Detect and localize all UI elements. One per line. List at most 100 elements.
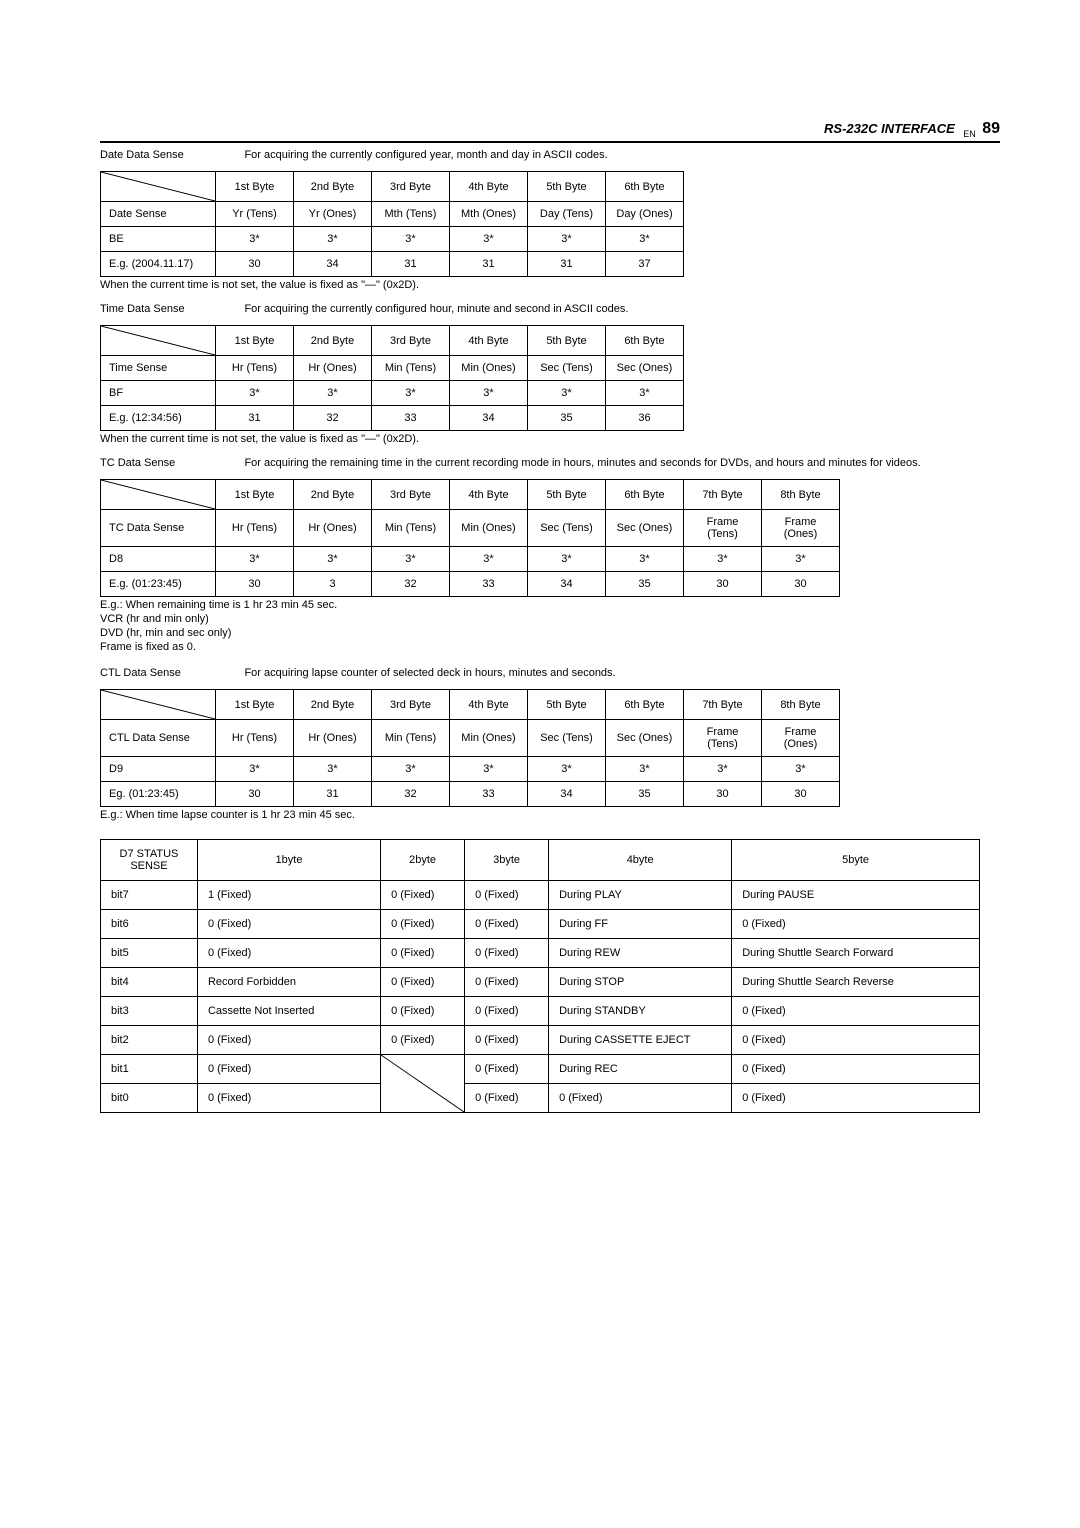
table-header: 3rd Byte: [372, 172, 450, 202]
table-header: 2nd Byte: [294, 480, 372, 510]
table-cell: 0 (Fixed): [197, 939, 380, 968]
table-cell: 30: [216, 572, 294, 597]
table-header: 5th Byte: [528, 690, 606, 720]
table-row: bit10 (Fixed)0 (Fixed)During REC0 (Fixed…: [101, 1055, 980, 1084]
note-tc-1: E.g.: When remaining time is 1 hr 23 min…: [100, 599, 1000, 611]
table-cell: During STOP: [549, 968, 732, 997]
table-cell: Yr (Ones): [294, 202, 372, 227]
table-cell: 31: [450, 252, 528, 277]
header-page: 89: [982, 120, 1000, 137]
table-cell: 0 (Fixed): [732, 997, 980, 1026]
header-en: EN: [963, 129, 976, 139]
table-cell: 3*: [684, 547, 762, 572]
table-row: Eg. (01:23:45)3031323334353030: [101, 782, 840, 807]
table-cell: 3*: [684, 757, 762, 782]
table-cell: bit3: [101, 997, 198, 1026]
table-header: 4th Byte: [450, 326, 528, 356]
table-cell: 30: [762, 572, 840, 597]
table-cell: BF: [101, 381, 216, 406]
table-row: bit4Record Forbidden0 (Fixed)0 (Fixed)Du…: [101, 968, 980, 997]
table-row: BE3*3*3*3*3*3*: [101, 227, 684, 252]
table-cell: 33: [372, 406, 450, 431]
table-cell: TC Data Sense: [101, 510, 216, 547]
table-header: 8th Byte: [762, 480, 840, 510]
table-cell: 3: [294, 572, 372, 597]
header-title: RS-232C INTERFACE: [824, 121, 955, 136]
table-cell: 3*: [372, 381, 450, 406]
table-cell: Frame (Tens): [684, 720, 762, 757]
table-cell: 3*: [606, 227, 684, 252]
table-header: 6th Byte: [606, 480, 684, 510]
table-cell: 0 (Fixed): [465, 1084, 549, 1113]
table-row: BF3*3*3*3*3*3*: [101, 381, 684, 406]
table-row: bit3Cassette Not Inserted0 (Fixed)0 (Fix…: [101, 997, 980, 1026]
table-cell: 0 (Fixed): [381, 1026, 465, 1055]
table-cell: 0 (Fixed): [549, 1084, 732, 1113]
table-cell: 3*: [294, 757, 372, 782]
section-time: Time Data Sense For acquiring the curren…: [100, 303, 1000, 321]
table-cell: 3*: [528, 381, 606, 406]
table-cell: During Shuttle Search Reverse: [732, 968, 980, 997]
table-header: 6th Byte: [606, 172, 684, 202]
section-date: Date Data Sense For acquiring the curren…: [100, 149, 1000, 167]
table-cell: Sec (Tens): [528, 720, 606, 757]
section-label: CTL Data Sense: [100, 667, 240, 679]
note-tc-2: VCR (hr and min only): [100, 613, 1000, 625]
table-cell: 0 (Fixed): [197, 910, 380, 939]
table-cell: 32: [372, 572, 450, 597]
table-header: 5th Byte: [528, 172, 606, 202]
table-row: E.g. (2004.11.17)303431313137: [101, 252, 684, 277]
table-cell: Min (Tens): [372, 356, 450, 381]
table-tc: 1st Byte2nd Byte3rd Byte4th Byte5th Byte…: [100, 479, 840, 597]
table-cell: 30: [762, 782, 840, 807]
table-cell: 31: [528, 252, 606, 277]
table-cell: 0 (Fixed): [197, 1055, 380, 1084]
table-cell: 3*: [762, 757, 840, 782]
table-cell: 3*: [294, 547, 372, 572]
table-cell: During PAUSE: [732, 881, 980, 910]
table-cell: 3*: [606, 547, 684, 572]
table-cell: Hr (Tens): [216, 720, 294, 757]
table-header: 2nd Byte: [294, 326, 372, 356]
table-cell: Hr (Tens): [216, 356, 294, 381]
table-header: 5th Byte: [528, 480, 606, 510]
table-row: Date SenseYr (Tens)Yr (Ones)Mth (Tens)Mt…: [101, 202, 684, 227]
section-desc: For acquiring the currently configured h…: [244, 303, 944, 315]
table-cell: Hr (Ones): [294, 720, 372, 757]
table-header: 6th Byte: [606, 326, 684, 356]
table-cell: 3*: [216, 227, 294, 252]
table-cell: Sec (Ones): [606, 356, 684, 381]
table-cell: 3*: [528, 547, 606, 572]
section-label: Time Data Sense: [100, 303, 240, 315]
table-cell: During REC: [549, 1055, 732, 1084]
table-cell: 30: [216, 782, 294, 807]
table-cell: 35: [606, 782, 684, 807]
table-cell: bit4: [101, 968, 198, 997]
table-cell: 0 (Fixed): [732, 910, 980, 939]
table-cell: 0 (Fixed): [381, 881, 465, 910]
table-header: 1st Byte: [216, 480, 294, 510]
table-cell: 3*: [372, 547, 450, 572]
table-cell: Frame (Tens): [684, 510, 762, 547]
table-header: 3rd Byte: [372, 326, 450, 356]
table-cell: Hr (Tens): [216, 510, 294, 547]
table-row: bit50 (Fixed)0 (Fixed)0 (Fixed)During RE…: [101, 939, 980, 968]
table-cell: 0 (Fixed): [381, 939, 465, 968]
table-row: D83*3*3*3*3*3*3*3*: [101, 547, 840, 572]
table-header: 1byte: [197, 840, 380, 881]
table-header: 1st Byte: [216, 172, 294, 202]
table-cell: Cassette Not Inserted: [197, 997, 380, 1026]
table-cell: Frame (Ones): [762, 510, 840, 547]
table-cell: Mth (Ones): [450, 202, 528, 227]
note-date: When the current time is not set, the va…: [100, 279, 1000, 291]
table-header: 2nd Byte: [294, 172, 372, 202]
table-cell: 0 (Fixed): [465, 1055, 549, 1084]
table-header: 3rd Byte: [372, 480, 450, 510]
table-cell: BE: [101, 227, 216, 252]
table-header: 1st Byte: [216, 690, 294, 720]
table-cell: 3*: [450, 381, 528, 406]
table-header: D7 STATUS SENSE: [101, 840, 198, 881]
table-cell: Eg. (01:23:45): [101, 782, 216, 807]
section-tc: TC Data Sense For acquiring the remainin…: [100, 457, 1000, 475]
table-cell: Hr (Ones): [294, 510, 372, 547]
